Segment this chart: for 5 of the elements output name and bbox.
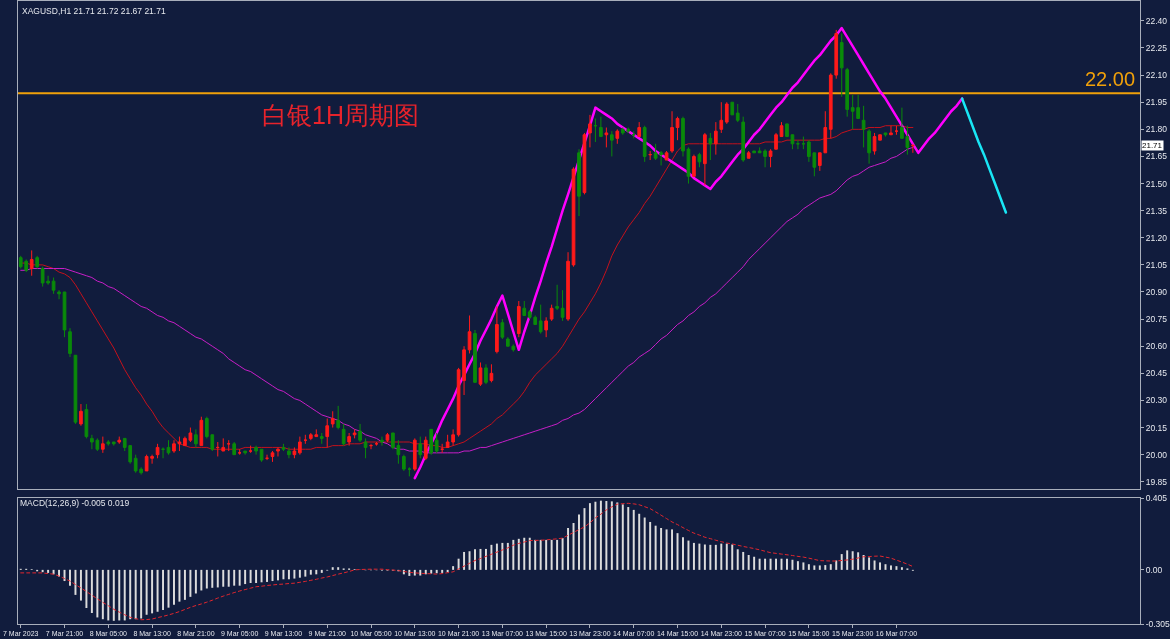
y-tick-label: 19.85 <box>1145 476 1168 487</box>
y-tick-label: 0.405 <box>1145 492 1168 503</box>
chart-title: MACD(12,26,9) -0.005 0.019 <box>20 497 130 508</box>
y-tick-label: -0.305 <box>1145 618 1170 629</box>
y-tick-label: 0.00 <box>1145 564 1163 575</box>
